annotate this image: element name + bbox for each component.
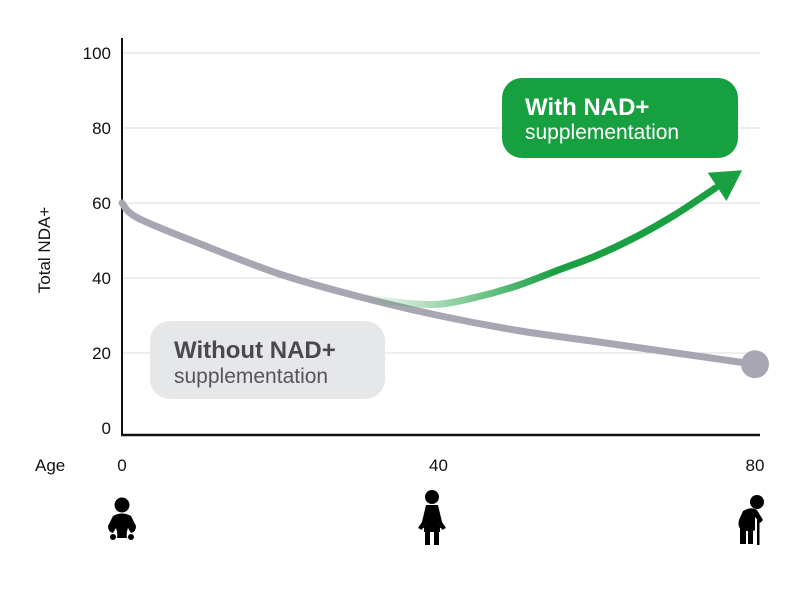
- arrow-head-with-nad: [707, 170, 743, 202]
- y-tick-label: 100: [83, 44, 111, 63]
- y-tick-labels: 100 80 60 40 20 0: [83, 44, 111, 438]
- elderly-icon: [738, 495, 764, 545]
- series-endpoint-without-nad: [741, 350, 769, 379]
- adult-icon: [418, 490, 446, 545]
- x-axis-label: Age: [35, 456, 65, 475]
- y-tick-label: 0: [102, 419, 111, 438]
- series-line-with-nad: [355, 184, 719, 309]
- x-tick-labels: 0 40 80: [117, 456, 764, 475]
- badge-without-nad: Without NAD+ supplementation: [150, 321, 385, 399]
- x-tick-label: 80: [746, 456, 765, 475]
- badge-with-nad: With NAD+ supplementation: [502, 78, 738, 158]
- x-tick-label: 0: [117, 456, 126, 475]
- badge-without-sub: supplementation: [174, 365, 328, 388]
- baby-icon: [108, 497, 136, 540]
- y-tick-label: 20: [92, 344, 111, 363]
- badge-with-sub: supplementation: [525, 121, 679, 144]
- badge-without-title: Without NAD+: [174, 337, 336, 364]
- y-tick-label: 60: [92, 194, 111, 213]
- series-line-without-nad: [118, 199, 759, 368]
- x-tick-label: 40: [429, 456, 448, 475]
- y-tick-label: 40: [92, 269, 111, 288]
- badge-with-title: With NAD+: [525, 94, 649, 121]
- y-tick-label: 80: [92, 119, 111, 138]
- y-axis-label: Total NDA+: [35, 207, 54, 294]
